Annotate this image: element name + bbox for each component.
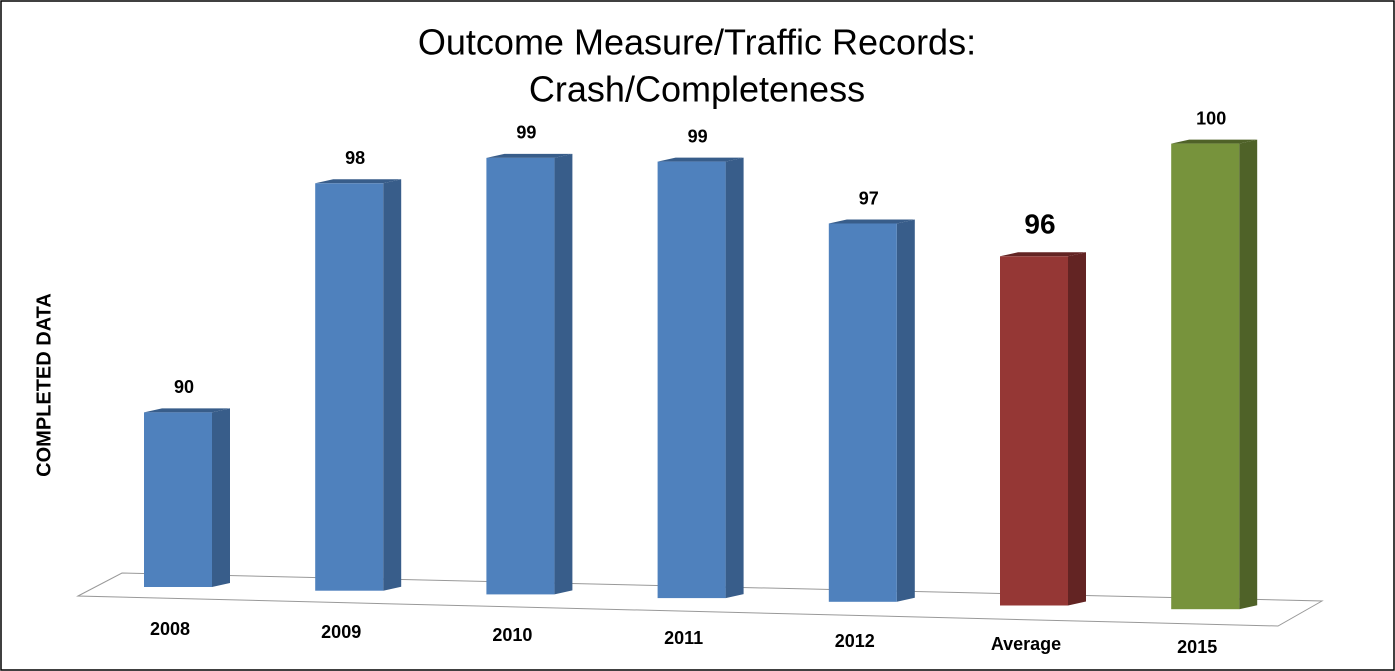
x-tick-label: 2012 xyxy=(835,631,875,651)
bar-side xyxy=(1239,139,1258,610)
value-label: 98 xyxy=(345,148,365,168)
bar-top xyxy=(828,219,915,224)
value-label: 97 xyxy=(859,188,879,208)
value-label: 99 xyxy=(688,126,708,146)
bar-top xyxy=(1000,252,1086,257)
bar xyxy=(828,223,897,602)
x-tick-label: 2010 xyxy=(492,625,532,645)
bar-side xyxy=(554,153,573,595)
chart-title: Crash/Completeness xyxy=(529,69,865,110)
bar xyxy=(486,157,555,595)
value-label: 90 xyxy=(174,377,194,397)
bar-side xyxy=(725,157,744,599)
y-axis-label: COMPLETED DATA xyxy=(33,293,55,477)
bar-top xyxy=(144,408,230,413)
bar xyxy=(144,412,212,587)
bar-side xyxy=(1068,252,1086,606)
bar-top xyxy=(657,157,744,162)
bar-top xyxy=(1171,139,1258,144)
x-tick-label: 2015 xyxy=(1177,637,1217,657)
x-tick-label: 2008 xyxy=(150,619,190,639)
bar xyxy=(315,183,384,591)
bar-side xyxy=(383,179,402,591)
x-tick-label: 2011 xyxy=(664,628,703,648)
bar-side xyxy=(896,219,915,602)
value-label: 100 xyxy=(1196,108,1226,128)
value-label: 99 xyxy=(516,123,536,143)
bar-top xyxy=(315,179,402,184)
bar xyxy=(1000,256,1068,606)
bar-side xyxy=(212,408,230,587)
x-tick-label: Average xyxy=(991,634,1061,654)
bar-top xyxy=(486,153,573,158)
bar xyxy=(1171,143,1240,610)
chart-title: Outcome Measure/Traffic Records: xyxy=(418,22,976,63)
x-tick-label: 2009 xyxy=(321,622,361,642)
bar xyxy=(657,161,726,599)
value-label: 96 xyxy=(1024,209,1055,240)
